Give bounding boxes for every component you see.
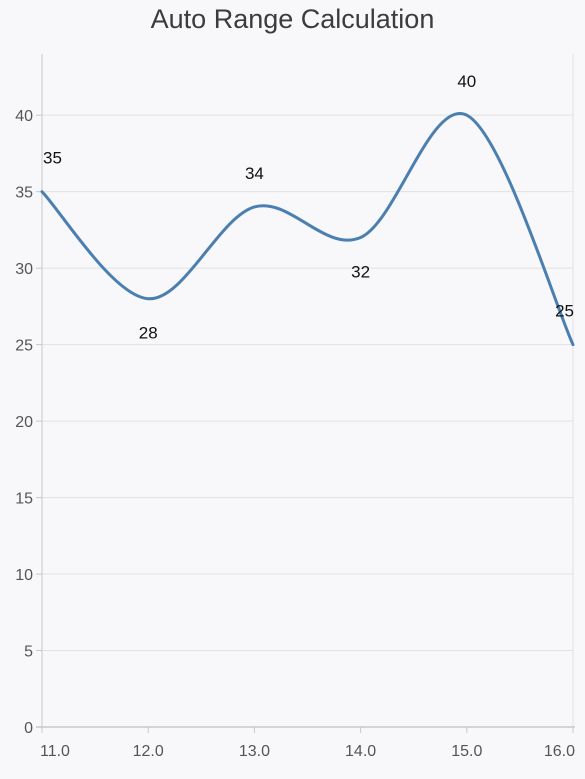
y-tick-label: 35 bbox=[15, 185, 33, 202]
data-label: 32 bbox=[351, 263, 370, 282]
data-labels: 35 28 34 32 40 25 bbox=[43, 72, 574, 343]
series bbox=[40, 111, 575, 347]
chart-title: Auto Range Calculation bbox=[150, 4, 435, 34]
x-tick-label: 12.0 bbox=[133, 743, 164, 760]
y-tick-label: 25 bbox=[15, 338, 33, 355]
y-tick-label: 30 bbox=[15, 261, 33, 278]
data-label: 40 bbox=[457, 72, 476, 91]
y-tick-label: 20 bbox=[15, 414, 33, 431]
x-tick-label: 11.0 bbox=[40, 743, 70, 760]
x-tick-label: 13.0 bbox=[239, 743, 270, 760]
data-label: 25 bbox=[555, 302, 574, 321]
axes: 0 5 10 15 20 25 30 35 40 11.0 12.0 13.0 14.0 15.0 16.0 bbox=[15, 54, 575, 760]
data-label: 28 bbox=[139, 324, 158, 343]
x-tick-label: 15.0 bbox=[451, 743, 482, 760]
y-tick-label: 15 bbox=[15, 491, 33, 508]
data-label: 35 bbox=[43, 149, 62, 168]
series-line bbox=[40, 111, 575, 347]
y-tick-label: 10 bbox=[15, 567, 33, 584]
y-tick-label: 40 bbox=[15, 108, 33, 125]
y-tick-label: 5 bbox=[24, 644, 33, 661]
x-tick-label: 16.0 bbox=[544, 743, 575, 760]
gridlines bbox=[42, 54, 574, 727]
y-tick-label: 0 bbox=[24, 720, 33, 737]
x-tick-label: 14.0 bbox=[345, 743, 376, 760]
data-label: 34 bbox=[245, 164, 264, 183]
